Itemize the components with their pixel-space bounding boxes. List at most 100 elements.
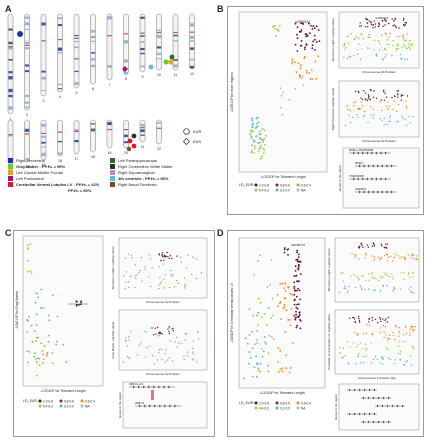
centromere (74, 130, 79, 133)
legend-label: Right Basal Forebrain (118, 181, 157, 187)
data-point (362, 246, 364, 248)
chromosome-band (24, 47, 30, 50)
data-point (35, 313, 38, 316)
chromosome-band (24, 106, 30, 109)
data-point (296, 280, 298, 282)
data-point (26, 361, 29, 364)
data-point (26, 259, 29, 262)
chromosome-number: 17 (75, 157, 79, 161)
centromere (58, 131, 62, 133)
data-point (281, 282, 284, 285)
data-point (283, 248, 286, 251)
data-point (358, 247, 360, 249)
panel-c-label: C (5, 228, 12, 238)
chromosome-band (156, 58, 162, 60)
data-point (276, 293, 279, 296)
data-point (294, 298, 296, 301)
data-point (352, 316, 354, 319)
data-point (158, 332, 161, 334)
gene-name: RTEL1 (355, 161, 364, 165)
data-point (401, 46, 403, 48)
data-point (136, 274, 138, 276)
exon (159, 404, 161, 408)
signal-circle (131, 133, 137, 139)
data-point (346, 340, 349, 343)
data-point (385, 105, 388, 107)
ld-legend-dot (80, 404, 84, 408)
chromosome-10 (156, 13, 162, 71)
data-point (282, 307, 285, 309)
data-point (279, 106, 282, 109)
exon (366, 177, 368, 181)
data-point (283, 306, 286, 308)
data-point (375, 278, 377, 280)
panel-b-snp-label: rs7890124 (295, 20, 310, 24)
ld-legend-dot (254, 183, 258, 187)
data-point (396, 121, 398, 123)
ld-legend-label: 0.8-0.6 (280, 183, 290, 187)
centromere (124, 128, 128, 131)
color-swatch (8, 181, 13, 187)
data-point (347, 363, 350, 365)
data-point (313, 34, 316, 37)
data-point (298, 314, 301, 316)
data-point (312, 40, 314, 43)
data-point (392, 108, 394, 111)
chromosome-16 (57, 119, 63, 157)
data-point (140, 256, 143, 259)
data-point (383, 254, 386, 257)
data-point (35, 324, 38, 326)
data-point (296, 249, 298, 252)
data-point (370, 21, 372, 23)
data-point (383, 99, 385, 102)
data-point (259, 133, 262, 135)
chromosome-number: 9 (142, 75, 144, 79)
data-point (384, 274, 386, 276)
data-point (412, 276, 414, 278)
ld-legend-label: 0.2-0.0 (280, 406, 290, 410)
data-point (372, 358, 375, 360)
color-swatch (8, 169, 13, 175)
panel-b-mid-xlabel: Chromosome 20 Position (362, 139, 396, 143)
data-point (397, 44, 399, 46)
data-point (174, 341, 176, 343)
data-point (353, 38, 356, 40)
panel-b-label: B (217, 4, 224, 14)
chromosome-band (140, 47, 145, 51)
data-point (185, 267, 188, 269)
data-point (290, 62, 293, 65)
data-point (361, 98, 364, 101)
data-point (80, 301, 82, 303)
data-point (273, 25, 276, 27)
data-point (388, 334, 391, 336)
data-point (353, 101, 355, 104)
exon (357, 177, 359, 181)
data-point (279, 368, 282, 371)
panel-b-figure: -LOG10P for brain regions -LOG10P for Tel… (230, 11, 420, 209)
color-swatch (110, 157, 115, 163)
data-point (300, 77, 303, 80)
data-point (250, 357, 252, 359)
data-point (386, 43, 388, 45)
data-point (391, 273, 393, 275)
data-point (48, 334, 50, 337)
panel-c-main-plot (22, 235, 104, 387)
data-point (397, 103, 400, 106)
data-point (186, 355, 189, 357)
data-point (296, 251, 299, 254)
data-point (179, 256, 182, 258)
data-point (394, 324, 397, 326)
data-point (312, 25, 315, 28)
data-point (374, 355, 377, 358)
panel-d-top-plot (334, 237, 420, 303)
data-point (358, 107, 360, 110)
data-point (268, 334, 271, 337)
data-point (284, 247, 286, 249)
data-point (408, 288, 410, 291)
panel-b-mid-plot (338, 80, 420, 138)
data-point (401, 256, 403, 258)
data-point (403, 279, 405, 281)
data-point (375, 53, 377, 55)
exon (392, 404, 394, 408)
data-point (410, 256, 412, 258)
